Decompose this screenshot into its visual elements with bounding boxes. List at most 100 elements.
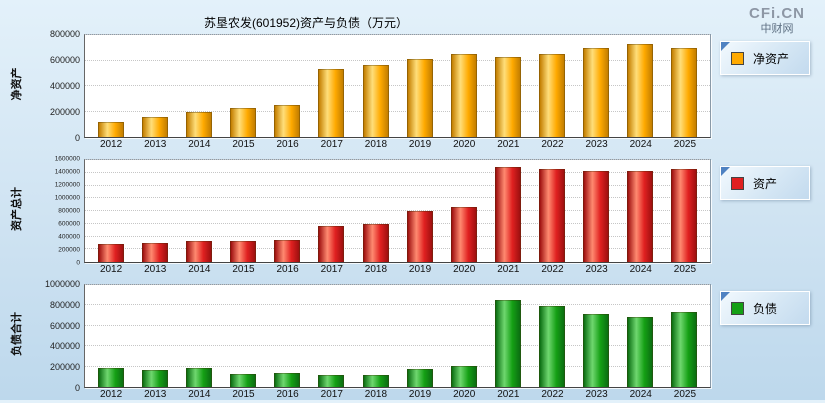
y-tick-label: 0 xyxy=(74,383,80,393)
x-tick-label: 2016 xyxy=(276,264,299,275)
bar-slot xyxy=(133,160,177,262)
y-tick-label: 1000000 xyxy=(54,194,80,202)
bar-slot xyxy=(265,285,309,387)
bar-2012 xyxy=(98,367,125,387)
bar-2018 xyxy=(362,374,389,387)
bar-slot xyxy=(574,35,618,137)
bar-2012 xyxy=(98,243,125,262)
cfi-logo: CFi.CN 中财网 xyxy=(749,5,805,35)
bar-slot xyxy=(442,285,486,387)
y-axis-title: 净资产 xyxy=(6,34,26,153)
bar-slot xyxy=(89,35,133,137)
bar-slot xyxy=(574,285,618,387)
y-tick-label: 800000 xyxy=(58,207,80,215)
bar-2020 xyxy=(450,54,477,137)
x-tick-label: 2016 xyxy=(276,389,299,400)
bar-2015 xyxy=(230,373,257,387)
x-axis-ticks: 2012 2013 2014 2015 2016 2017 2018 2019 2020 2021… xyxy=(85,388,711,403)
bar-2023 xyxy=(582,313,609,387)
gridline xyxy=(85,159,710,160)
x-tick-label: 2013 xyxy=(144,389,167,400)
bar-slot xyxy=(353,285,397,387)
bar-slot xyxy=(530,160,574,262)
x-tick-label: 2025 xyxy=(673,139,697,150)
bar-slot xyxy=(133,285,177,387)
gridline xyxy=(85,284,710,285)
y-axis-title-text: 净资产 xyxy=(11,67,23,101)
x-tick-label: 2012 xyxy=(99,389,123,400)
bar-2013 xyxy=(142,242,169,262)
x-tick-label: 2015 xyxy=(232,264,255,275)
bar-2025 xyxy=(671,47,698,137)
x-tick-label: 2014 xyxy=(188,264,211,275)
x-tick-label: 2023 xyxy=(585,264,608,275)
plot-column: 0 200000 400000 600000 800000 1000000 2012 201… xyxy=(26,279,711,403)
bar-slot xyxy=(530,285,574,387)
gridline xyxy=(85,184,710,186)
y-tick-label: 400000 xyxy=(49,81,80,91)
y-tick-label: 400000 xyxy=(49,341,80,352)
bar-slot xyxy=(442,160,486,262)
bar-2016 xyxy=(274,373,301,387)
gridline xyxy=(85,365,710,367)
bar-slot xyxy=(309,35,353,137)
bar-slot xyxy=(309,160,353,262)
chart-panels: 净资产 0 200000 400000 600000 800000 2012 2013 20… xyxy=(6,29,819,403)
y-axis-title: 负债合计 xyxy=(6,284,26,403)
x-tick-label: 2018 xyxy=(364,139,388,150)
bar-2021 xyxy=(494,56,521,137)
legend-liabilities: 负债 xyxy=(720,291,810,325)
bar-slot xyxy=(486,285,530,387)
bar-slot xyxy=(618,35,662,137)
x-tick-label: 2019 xyxy=(408,389,432,400)
bar-slot xyxy=(618,160,662,262)
x-tick-label: 2019 xyxy=(408,264,432,275)
gridline xyxy=(85,197,710,199)
x-tick-label: 2012 xyxy=(99,139,123,150)
bar-2018 xyxy=(362,224,389,262)
bar-2020 xyxy=(450,207,477,262)
x-axis-ticks: 2012 2013 2014 2015 2016 2017 2018 2019 2020 2021… xyxy=(85,138,711,153)
bar-slot xyxy=(662,35,706,137)
x-tick-label: 2016 xyxy=(276,139,299,150)
bar-slot xyxy=(398,35,442,137)
x-tick-label: 2013 xyxy=(144,139,167,150)
chart-header: 苏垦农发(601952)资产与负债（万元） CFi.CN 中财网 xyxy=(6,4,819,34)
legend-label: 负债 xyxy=(753,301,778,316)
gridline xyxy=(85,248,710,250)
x-tick-label: 2013 xyxy=(144,264,167,275)
plot-area xyxy=(84,284,711,388)
bar-2014 xyxy=(186,112,213,137)
y-tick-label: 200000 xyxy=(58,246,80,254)
x-tick-label: 2024 xyxy=(629,264,652,275)
y-axis-title: 资产总计 xyxy=(6,159,26,278)
liabilities-panel: 负债合计 0 200000 400000 600000 800000 1000000 20… xyxy=(6,279,819,403)
bars xyxy=(85,160,710,262)
bar-slot xyxy=(662,285,706,387)
x-tick-label: 2012 xyxy=(99,264,123,275)
bar-2024 xyxy=(626,171,653,262)
bar-slot xyxy=(177,285,221,387)
bar-slot xyxy=(662,160,706,262)
bars xyxy=(85,35,710,137)
bar-2024 xyxy=(626,43,653,137)
x-tick-label: 2021 xyxy=(497,389,520,400)
gridline xyxy=(85,304,710,306)
legend-assets: 资产 xyxy=(720,166,810,200)
y-tick-label: 400000 xyxy=(58,233,80,241)
y-axis-ticks: 0 200000 400000 600000 800000 xyxy=(26,29,84,143)
x-tick-label: 2022 xyxy=(541,389,564,400)
bar-slot xyxy=(221,35,265,137)
bar-2019 xyxy=(406,369,433,387)
x-tick-label: 2020 xyxy=(453,139,476,150)
x-tick-label: 2014 xyxy=(188,389,211,400)
x-tick-label: 2018 xyxy=(364,389,388,400)
x-axis-ticks: 2012 2013 2014 2015 2016 2017 2018 2019 2020 2021… xyxy=(85,263,711,278)
bar-2012 xyxy=(98,121,125,137)
legend-swatch xyxy=(731,51,744,65)
x-tick-label: 2017 xyxy=(320,139,343,150)
bar-2017 xyxy=(318,374,345,387)
legend-swatch xyxy=(731,301,744,315)
x-tick-label: 2024 xyxy=(629,389,652,400)
bar-slot xyxy=(221,285,265,387)
